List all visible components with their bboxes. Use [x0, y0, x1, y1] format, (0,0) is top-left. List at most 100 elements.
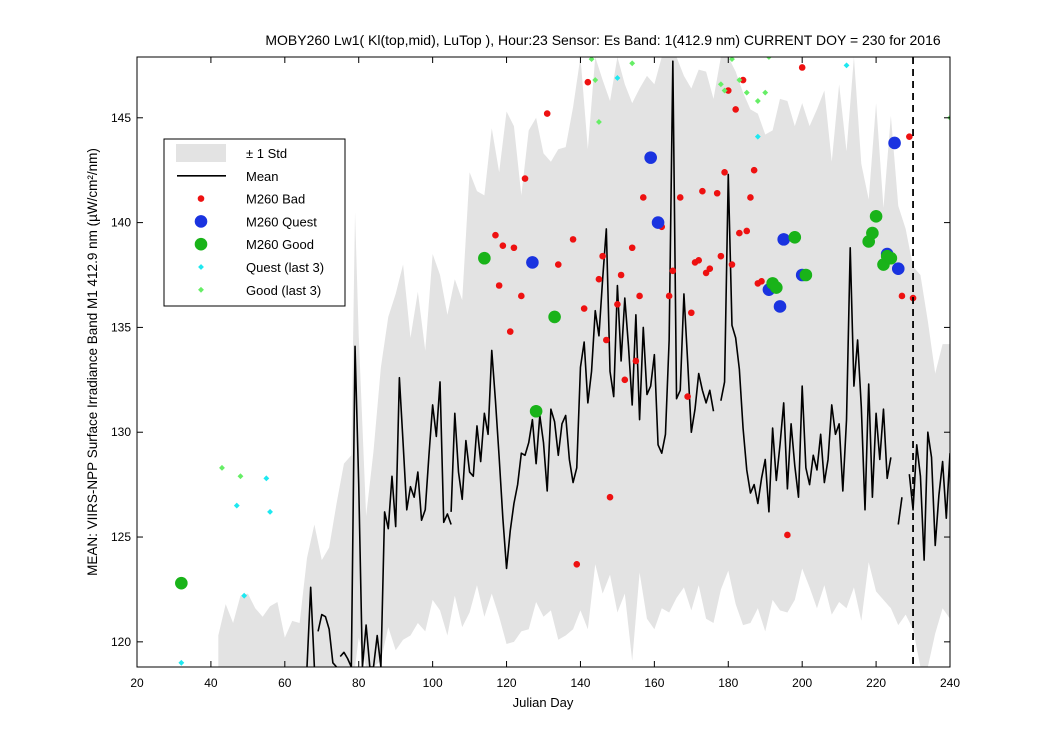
y-axis-label: MEAN: VIIRS-NPP Surface Irradiance Band …	[85, 148, 100, 576]
m260-bad-point	[599, 252, 606, 260]
m260-bad-point	[758, 277, 765, 285]
good-last-3-point	[237, 473, 244, 480]
legend-swatch	[194, 237, 208, 251]
legend-swatch	[176, 144, 226, 162]
m260-bad-point	[584, 78, 592, 86]
x-tick-label: 80	[352, 676, 366, 690]
quest-last-3-point	[267, 508, 273, 515]
m260-bad-point	[713, 189, 721, 197]
good-last-3-point	[592, 77, 599, 83]
m260-bad-point	[750, 166, 758, 174]
m260-bad-point	[492, 231, 499, 239]
good-last-3-point	[736, 77, 743, 83]
legend-label: M260 Good	[246, 237, 314, 252]
mean-line	[908, 431, 950, 561]
marker-layer	[175, 57, 950, 666]
m260-bad-point	[499, 242, 507, 249]
m260-good-point	[869, 210, 883, 223]
x-tick-label: 120	[497, 676, 517, 690]
m260-bad-point	[688, 309, 695, 317]
m260-bad-point	[702, 269, 710, 277]
m260-bad-point	[495, 282, 503, 289]
m260-bad-point	[603, 336, 610, 344]
x-tick-label: 40	[204, 676, 218, 690]
quest-last-3-point	[843, 62, 850, 69]
y-tick-label: 135	[111, 320, 131, 334]
good-last-3-point	[219, 464, 225, 471]
m260-bad-point	[728, 261, 736, 268]
m260-quest-point	[891, 262, 905, 276]
x-tick-label: 20	[130, 676, 144, 690]
m260-bad-point	[676, 194, 684, 201]
m260-bad-point	[554, 261, 562, 268]
x-tick-label: 140	[570, 676, 590, 690]
m260-good-point	[529, 404, 543, 418]
quest-last-3-point	[263, 475, 270, 482]
m260-good-point	[866, 226, 879, 240]
m260-bad-point	[632, 357, 640, 365]
m260-bad-point	[784, 531, 791, 539]
m260-bad-point	[695, 257, 703, 264]
y-tick-label: 120	[111, 635, 131, 649]
good-last-3-point	[717, 81, 724, 88]
m260-bad-point	[617, 271, 625, 279]
m260-bad-point	[721, 168, 728, 176]
legend-swatch	[198, 286, 204, 293]
mean-line	[306, 586, 316, 667]
legend-label: Mean	[246, 169, 279, 184]
x-tick-label: 220	[866, 676, 886, 690]
m260-quest-point	[526, 256, 539, 269]
axis-ticks: 20 40 60 80 100 120 140 160 180 200 220 240 120 125 13…	[111, 57, 960, 690]
mean-line	[720, 173, 892, 513]
m260-bad-point	[636, 292, 643, 300]
m260-bad-point	[614, 301, 621, 308]
x-tick-label: 180	[718, 676, 738, 690]
good-last-3-point	[729, 57, 735, 63]
m260-good-point	[770, 281, 783, 294]
quest-last-3-point	[614, 75, 621, 81]
std-band	[218, 57, 950, 667]
x-tick-label: 160	[644, 676, 664, 690]
m260-bad-point	[639, 194, 647, 201]
chart-title: MOBY260 Lw1( Kl(top,mid), LuTop ), Hour:…	[265, 32, 941, 48]
x-tick-label: 100	[423, 676, 443, 690]
m260-bad-point	[699, 187, 706, 195]
quest-last-3-point	[241, 592, 248, 599]
legend-swatch	[198, 264, 204, 270]
good-last-3-point	[588, 57, 595, 63]
m260-bad-point	[747, 194, 754, 201]
m260-good-point	[788, 230, 802, 244]
m260-bad-point	[906, 133, 913, 140]
m260-bad-point	[706, 265, 714, 273]
legend-label: M260 Quest	[246, 214, 317, 229]
m260-bad-point	[665, 292, 673, 300]
m260-bad-point	[736, 229, 743, 237]
m260-bad-point	[543, 110, 551, 117]
good-last-3-point	[743, 89, 750, 96]
m260-bad-point	[732, 106, 739, 113]
m260-bad-point	[898, 292, 906, 300]
legend-label: ± 1 Std	[246, 146, 287, 161]
good-last-3-point	[765, 57, 772, 60]
m260-good-point	[799, 268, 813, 282]
legend-box	[163, 138, 346, 307]
m260-bad-point	[506, 328, 514, 335]
plot-frame	[136, 56, 951, 668]
good-last-3-point	[762, 89, 769, 96]
m260-good-point	[478, 251, 491, 265]
legend-label: M260 Bad	[246, 192, 305, 207]
m260-quest-point	[651, 216, 665, 229]
m260-bad-point	[798, 64, 806, 71]
m260-bad-point	[518, 292, 525, 300]
y-tick-label: 140	[111, 216, 131, 230]
m260-quest-point	[644, 151, 657, 164]
m260-quest-point	[888, 136, 901, 150]
m260-bad-point	[510, 244, 518, 252]
x-tick-label: 200	[792, 676, 812, 690]
m260-bad-point	[669, 267, 677, 275]
m260-bad-point	[628, 244, 636, 252]
m260-good-point	[548, 310, 561, 324]
m260-bad-point	[606, 493, 614, 501]
legend-label: Quest (last 3)	[246, 260, 324, 275]
